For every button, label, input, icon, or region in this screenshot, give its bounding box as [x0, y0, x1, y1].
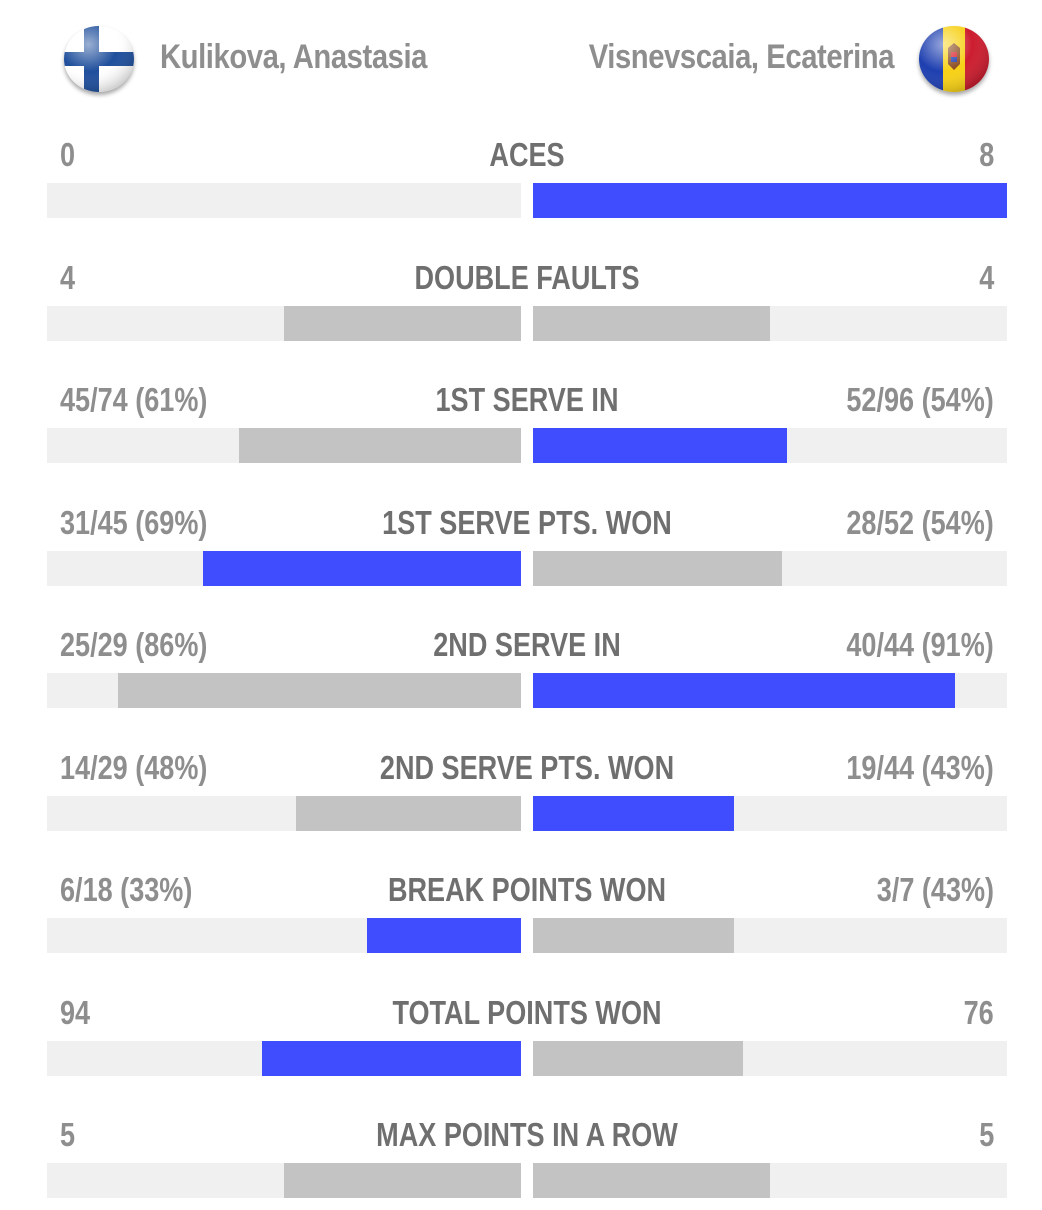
stat-bar-track-right — [533, 1163, 1007, 1198]
stat-bar-track-right — [533, 795, 1007, 831]
stat-bar-fill-right — [533, 428, 787, 463]
stat-bar-track-right — [533, 1040, 1007, 1076]
stat-bar-track-right — [533, 428, 1007, 463]
stat-value-right: 19/44 (43%) — [846, 748, 994, 786]
stat-row: 25/29 (86%) 2ND SERVE IN 40/44 (91%) — [0, 625, 1042, 720]
stat-row: 4 DOUBLE FAULTS 4 — [0, 258, 1042, 353]
stat-value-right: 76 — [963, 993, 994, 1031]
stat-row: 45/74 (61%) 1ST SERVE IN 52/96 (54%) — [0, 380, 1042, 475]
stat-row: 5 MAX POINTS IN A ROW 5 — [0, 1115, 1042, 1210]
stat-value-right: 40/44 (91%) — [846, 626, 994, 663]
stat-value-left: 4 — [60, 258, 76, 296]
stat-bar-fill-left — [296, 795, 521, 831]
match-header: Kulikova, Anastasia Visnevscaia, Ecateri… — [0, 0, 1042, 120]
stat-value-left: 5 — [60, 1116, 76, 1153]
stat-bar-fill-right — [533, 673, 955, 708]
stat-value-left: 94 — [60, 993, 91, 1031]
stat-bar-track-left — [47, 673, 521, 708]
stat-value-left: 25/29 (86%) — [60, 626, 208, 663]
stat-bar-track-right — [533, 673, 1007, 708]
stat-label: ACES — [489, 136, 565, 173]
stat-bar-fill-left — [284, 1163, 521, 1198]
stat-label: MAX POINTS IN A ROW — [376, 1116, 678, 1153]
stat-value-right: 4 — [978, 258, 994, 296]
stat-label: 1ST SERVE PTS. WON — [382, 503, 672, 541]
stat-value-right: 52/96 (54%) — [846, 381, 994, 418]
stat-row: 31/45 (69%) 1ST SERVE PTS. WON 28/52 (54%) — [0, 503, 1042, 598]
stat-value-left: 0 — [60, 136, 76, 173]
stat-row: 0 ACES 8 — [0, 135, 1042, 230]
stat-bar-fill-left — [203, 550, 521, 586]
stat-value-right: 8 — [978, 136, 994, 173]
stat-row: 6/18 (33%) BREAK POINTS WON 3/7 (43%) — [0, 870, 1042, 965]
stat-bar-track-left — [47, 305, 521, 341]
stat-label: 2ND SERVE PTS. WON — [379, 748, 675, 786]
stat-bar-fill-right — [533, 550, 782, 586]
player-left-name: Kulikova, Anastasia — [160, 38, 428, 76]
stat-value-left: 6/18 (33%) — [60, 871, 193, 908]
stat-label: TOTAL POINTS WON — [392, 993, 662, 1031]
stat-bar-fill-right — [533, 183, 1007, 218]
stat-bar-fill-left — [284, 305, 521, 341]
stat-bar-fill-right — [533, 918, 734, 953]
stat-bar-fill-right — [533, 1040, 743, 1076]
stat-bar-fill-left — [262, 1040, 521, 1076]
stat-label: 1ST SERVE IN — [435, 381, 619, 418]
stat-bar-track-left — [47, 1163, 521, 1198]
stat-bar-track-right — [533, 183, 1007, 218]
stat-row: 94 TOTAL POINTS WON 76 — [0, 993, 1042, 1088]
stat-value-right: 5 — [978, 1116, 994, 1153]
stat-bar-track-left — [47, 183, 521, 218]
player-right-name: Visnevscaia, Ecaterina — [588, 38, 895, 76]
stat-bar-fill-left — [239, 428, 521, 463]
moldova-flag-icon — [919, 26, 989, 92]
stat-label: DOUBLE FAULTS — [414, 258, 640, 296]
stat-bar-track-left — [47, 795, 521, 831]
stat-value-left: 45/74 (61%) — [60, 381, 208, 418]
stat-bar-track-left — [47, 550, 521, 586]
stat-bar-track-left — [47, 918, 521, 953]
stat-label: BREAK POINTS WON — [387, 871, 667, 908]
stat-bar-track-right — [533, 918, 1007, 953]
stat-value-left: 14/29 (48%) — [60, 748, 208, 786]
stat-bar-track-left — [47, 428, 521, 463]
finland-flag-icon — [64, 26, 134, 92]
stat-bar-fill-right — [533, 305, 770, 341]
stat-label: 2ND SERVE IN — [433, 626, 621, 663]
stat-value-right: 28/52 (54%) — [846, 503, 994, 541]
stat-row: 14/29 (48%) 2ND SERVE PTS. WON 19/44 (43%) — [0, 748, 1042, 843]
stat-bar-fill-left — [367, 918, 521, 953]
stat-bar-fill-right — [533, 795, 734, 831]
stat-bar-fill-right — [533, 1163, 770, 1198]
stat-bar-track-left — [47, 1040, 521, 1076]
stat-bar-track-right — [533, 305, 1007, 341]
stat-value-right: 3/7 (43%) — [876, 871, 994, 908]
stat-value-left: 31/45 (69%) — [60, 503, 208, 541]
stat-bar-fill-left — [118, 673, 521, 708]
stat-bar-track-right — [533, 550, 1007, 586]
